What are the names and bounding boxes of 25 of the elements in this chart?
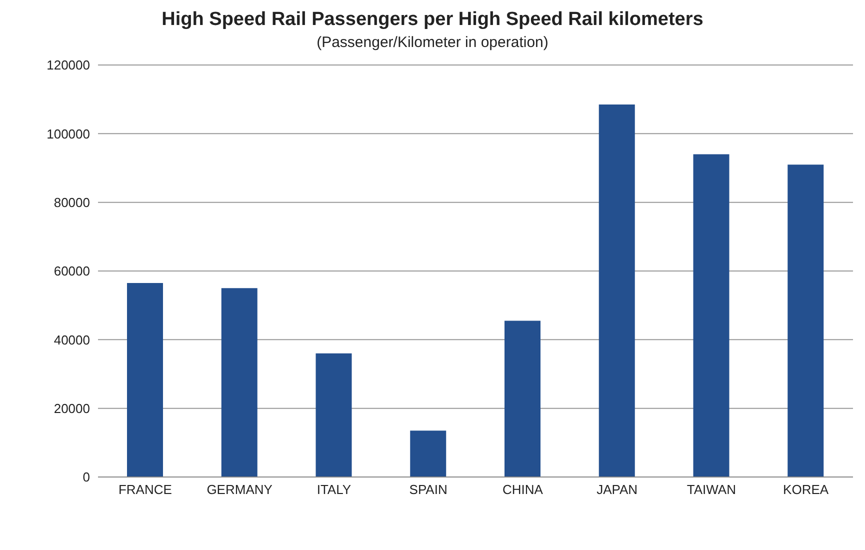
y-tick-label: 100000 [46, 126, 90, 142]
bar [221, 288, 258, 477]
bar [127, 283, 163, 477]
y-tick-label: 60000 [54, 264, 90, 279]
chart-title: High Speed Rail Passengers per High Speed Rail kilometers [160, 8, 704, 32]
x-tick-label: GERMANY [206, 482, 273, 498]
x-tick-label: FRANCE [118, 482, 172, 498]
y-tick-label: 0 [82, 470, 90, 485]
chart-subtitle: (Passenger/Kilometer in operation) [316, 34, 550, 51]
bar [598, 104, 635, 477]
y-tick-label: 40000 [54, 332, 90, 348]
y-tick-label: 80000 [54, 194, 90, 210]
x-tick-label: KOREA [783, 482, 829, 498]
x-tick-label: ITALY [316, 482, 352, 498]
bar [693, 154, 730, 477]
bar [504, 320, 540, 477]
bar [788, 164, 824, 477]
x-tick-label: TAIWAN [686, 482, 736, 498]
y-tick-label: 120000 [46, 58, 90, 73]
x-tick-label: JAPAN [596, 482, 638, 498]
y-tick-label: 20000 [54, 400, 90, 416]
bar [316, 353, 352, 477]
x-tick-label: SPAIN [409, 482, 448, 498]
x-tick-label: CHINA [502, 482, 544, 498]
bar [410, 430, 446, 477]
